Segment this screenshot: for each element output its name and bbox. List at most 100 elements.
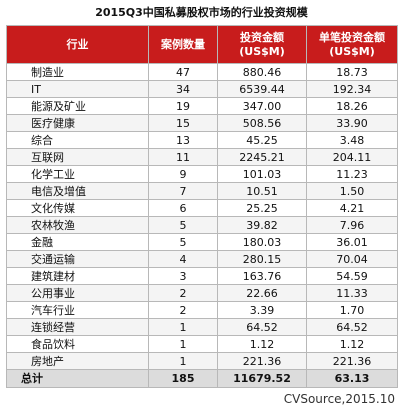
table-row: 能源及矿业 19 347.00 18.26 (6, 97, 398, 115)
table-row: 公用事业 2 22.66 11.33 (6, 284, 398, 302)
cell-per-deal-amount: 54.59 (306, 267, 398, 285)
table-row: 金融 5 180.03 36.01 (6, 233, 398, 251)
cell-industry: 房地产 (6, 352, 149, 370)
cell-investment-amount: 163.76 (217, 267, 307, 285)
cell-industry: 交通运输 (6, 250, 149, 268)
cell-case-count: 5 (148, 233, 218, 251)
cell-industry: 汽车行业 (6, 301, 149, 319)
total-row: 总计 185 11679.52 63.13 (6, 369, 398, 388)
cell-investment-amount: 880.46 (217, 63, 307, 81)
table-row: 建筑建材 3 163.76 54.59 (6, 267, 398, 285)
cell-investment-amount: 280.15 (217, 250, 307, 268)
cell-case-count: 11 (148, 148, 218, 166)
cell-investment-amount: 1.12 (217, 335, 307, 353)
cell-industry: 医疗健康 (6, 114, 149, 132)
cell-case-count: 13 (148, 131, 218, 149)
table-row: 互联网 11 2245.21 204.11 (6, 148, 398, 166)
cell-per-deal-amount: 11.33 (306, 284, 398, 302)
cell-investment-amount: 101.03 (217, 165, 307, 183)
cell-per-deal-amount: 11.23 (306, 165, 398, 183)
cell-industry: 食品饮料 (6, 335, 149, 353)
cell-industry: 互联网 (6, 148, 149, 166)
cell-industry: 化学工业 (6, 165, 149, 183)
cell-per-deal-amount: 1.12 (306, 335, 398, 353)
cell-per-deal-amount: 64.52 (306, 318, 398, 336)
table-row: 制造业 47 880.46 18.73 (6, 63, 398, 81)
cell-per-deal-amount: 3.48 (306, 131, 398, 149)
header-case-count: 案例数量 (148, 25, 218, 64)
cell-investment-amount: 221.36 (217, 352, 307, 370)
table-row: 交通运输 4 280.15 70.04 (6, 250, 398, 268)
cell-investment-amount: 25.25 (217, 199, 307, 217)
cell-per-deal-amount: 1.70 (306, 301, 398, 319)
cell-per-deal-amount: 36.01 (306, 233, 398, 251)
cell-case-count: 2 (148, 284, 218, 302)
cell-case-count: 4 (148, 250, 218, 268)
cell-industry: 综合 (6, 131, 149, 149)
cell-industry: 公用事业 (6, 284, 149, 302)
cell-investment-amount: 347.00 (217, 97, 307, 115)
cell-case-count: 34 (148, 80, 218, 98)
cell-per-deal-amount: 70.04 (306, 250, 398, 268)
cell-investment-amount: 45.25 (217, 131, 307, 149)
cell-investment-amount: 39.82 (217, 216, 307, 234)
cell-per-deal-amount: 7.96 (306, 216, 398, 234)
header-row: 行业 案例数量 投资金额 (US$M) 单笔投资金额 (US$M) (6, 25, 398, 64)
cell-investment-amount: 3.39 (217, 301, 307, 319)
source-note: CVSource,2015.10 (283, 392, 395, 406)
cell-case-count: 1 (148, 318, 218, 336)
cell-per-deal-amount: 221.36 (306, 352, 398, 370)
table-body: 制造业 47 880.46 18.73 IT 34 6539.44 192.34 能源及矿业 19… (6, 63, 398, 388)
total-cell-investment-amount: 11679.52 (217, 369, 307, 388)
cell-per-deal-amount: 18.26 (306, 97, 398, 115)
cell-industry: 建筑建材 (6, 267, 149, 285)
cell-investment-amount: 2245.21 (217, 148, 307, 166)
cell-investment-amount: 10.51 (217, 182, 307, 200)
table-row: 农林牧渔 5 39.82 7.96 (6, 216, 398, 234)
table-row: 电信及增值 7 10.51 1.50 (6, 182, 398, 200)
table-row: 医疗健康 15 508.56 33.90 (6, 114, 398, 132)
table-row: 文化传媒 6 25.25 4.21 (6, 199, 398, 217)
cell-case-count: 6 (148, 199, 218, 217)
cell-case-count: 3 (148, 267, 218, 285)
cell-industry: 金融 (6, 233, 149, 251)
cell-case-count: 19 (148, 97, 218, 115)
table-row: 食品饮料 1 1.12 1.12 (6, 335, 398, 353)
cell-case-count: 7 (148, 182, 218, 200)
cell-investment-amount: 22.66 (217, 284, 307, 302)
investment-table: 行业 案例数量 投资金额 (US$M) 单笔投资金额 (US$M) 制造业 47 8… (6, 25, 398, 388)
table-row: IT 34 6539.44 192.34 (6, 80, 398, 98)
header-industry: 行业 (6, 25, 149, 64)
cell-investment-amount: 6539.44 (217, 80, 307, 98)
cell-case-count: 1 (148, 335, 218, 353)
cell-industry: 电信及增值 (6, 182, 149, 200)
cell-industry: 文化传媒 (6, 199, 149, 217)
table-row: 房地产 1 221.36 221.36 (6, 352, 398, 370)
table-row: 连锁经营 1 64.52 64.52 (6, 318, 398, 336)
header-investment-amount: 投资金额 (US$M) (217, 25, 307, 64)
cell-industry: 农林牧渔 (6, 216, 149, 234)
header-per-deal-amount: 单笔投资金额 (US$M) (306, 25, 398, 64)
cell-industry: 能源及矿业 (6, 97, 149, 115)
table-row: 化学工业 9 101.03 11.23 (6, 165, 398, 183)
cell-per-deal-amount: 18.73 (306, 63, 398, 81)
cell-case-count: 5 (148, 216, 218, 234)
cell-industry: 制造业 (6, 63, 149, 81)
cell-per-deal-amount: 192.34 (306, 80, 398, 98)
cell-per-deal-amount: 4.21 (306, 199, 398, 217)
cell-investment-amount: 508.56 (217, 114, 307, 132)
cell-per-deal-amount: 1.50 (306, 182, 398, 200)
cell-investment-amount: 180.03 (217, 233, 307, 251)
cell-case-count: 15 (148, 114, 218, 132)
table-title: 2015Q3中国私募股权市场的行业投资规模 (95, 6, 308, 19)
cell-industry: IT (6, 80, 149, 98)
cell-per-deal-amount: 33.90 (306, 114, 398, 132)
table-row: 汽车行业 2 3.39 1.70 (6, 301, 398, 319)
cell-investment-amount: 64.52 (217, 318, 307, 336)
table-row: 综合 13 45.25 3.48 (6, 131, 398, 149)
cell-case-count: 9 (148, 165, 218, 183)
cell-industry: 连锁经营 (6, 318, 149, 336)
total-cell-industry: 总计 (6, 369, 149, 388)
total-cell-case-count: 185 (148, 369, 218, 388)
cell-case-count: 2 (148, 301, 218, 319)
